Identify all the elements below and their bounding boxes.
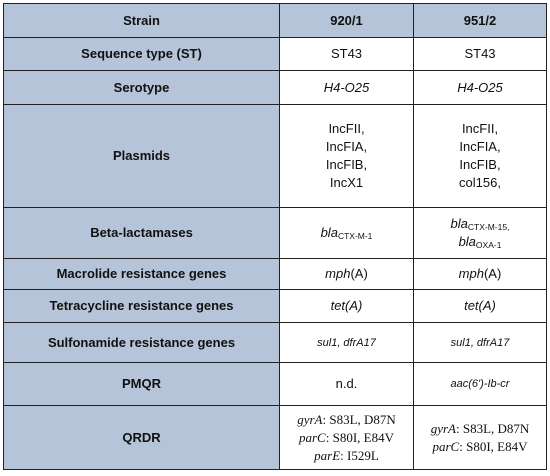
- qrdr-value-a: gyrA: S83L, D87N parC: S80I, E84V parE: …: [279, 405, 414, 470]
- table-row: QRDR gyrA: S83L, D87N parC: S80I, E84V p…: [3, 405, 547, 470]
- gene-subscript: CTX-M-15,: [467, 222, 510, 232]
- gene-name: parC: [299, 429, 326, 445]
- table-row: Macrolide resistance genes mph(A) mph(A): [3, 258, 547, 290]
- gene-name: bla: [320, 225, 338, 240]
- sulfo-value-a: sul1, dfrA17: [279, 322, 414, 363]
- st-value-b: ST43: [413, 37, 547, 71]
- table-row: PMQR n.d. aac(6')-Ib-cr: [3, 362, 547, 406]
- row-label-tetracycline: Tetracycline resistance genes: [3, 289, 280, 323]
- gene-name: parE: [314, 447, 341, 463]
- gene-name: bla: [450, 216, 468, 231]
- gene-name: mph: [325, 266, 351, 281]
- mutation-list: : I529L: [340, 447, 379, 463]
- gene-name: gyrA: [297, 411, 323, 427]
- row-label-pmqr: PMQR: [3, 362, 280, 406]
- header-strain: Strain: [3, 3, 280, 38]
- st-value-a: ST43: [279, 37, 414, 71]
- header-row: Strain 920/1 951/2: [3, 3, 547, 38]
- row-label-macrolide: Macrolide resistance genes: [3, 258, 280, 290]
- row-label-serotype: Serotype: [3, 70, 280, 105]
- gene-name: parC: [432, 438, 460, 454]
- sulfo-value-b: sul1, dfrA17: [413, 322, 547, 363]
- row-label-plasmids: Plasmids: [3, 104, 280, 208]
- header-strain-920-1: 920/1: [279, 3, 414, 38]
- gene-name: gyrA: [430, 420, 456, 436]
- gene-name: mph: [458, 266, 484, 281]
- mutation-list: : S83L, D87N: [322, 411, 396, 427]
- mutation-list: : S83L, D87N: [455, 420, 530, 436]
- beta-value-a: blaCTX-M-1: [279, 207, 414, 259]
- gene-subscript: OXA-1: [475, 240, 502, 250]
- table-row: Serotype H4-O25 H4-O25: [3, 70, 547, 105]
- pmqr-value-b: aac(6')-Ib-cr: [413, 362, 547, 406]
- plasmid-item: IncFII,: [328, 121, 365, 136]
- pmqr-value-a: n.d.: [279, 362, 414, 406]
- tetra-value-b: tet(A): [413, 289, 547, 323]
- row-label-qrdr: QRDR: [3, 405, 280, 470]
- table-row: Sequence type (ST) ST43 ST43: [3, 37, 547, 71]
- plasmid-item: IncFIA,: [459, 139, 501, 154]
- plasmid-item: IncFIB,: [325, 157, 368, 172]
- plasmid-item: IncFIB,: [459, 157, 501, 172]
- plasmid-item: IncFIA,: [325, 139, 368, 154]
- row-label-st: Sequence type (ST): [3, 37, 280, 71]
- row-label-beta-lactamases: Beta-lactamases: [3, 207, 280, 259]
- plasmids-value-a: IncFII, IncFIA, IncFIB, IncX1: [279, 104, 414, 208]
- strain-table: Strain 920/1 951/2 Sequence type (ST) ST…: [3, 3, 547, 470]
- mutation-list: : S80I, E84V: [325, 429, 394, 445]
- gene-name: bla: [458, 234, 476, 249]
- plasmid-item: IncFII,: [461, 121, 499, 136]
- beta-value-b: blaCTX-M-15, blaOXA-1: [413, 207, 547, 259]
- tetra-value-a: tet(A): [279, 289, 414, 323]
- row-label-sulfonamide: Sulfonamide resistance genes: [3, 322, 280, 363]
- table-row: Sulfonamide resistance genes sul1, dfrA1…: [3, 322, 547, 363]
- plasmids-value-b: IncFII, IncFIA, IncFIB, col156,: [413, 104, 547, 208]
- serotype-value-a: H4-O25: [279, 70, 414, 105]
- table-row: Plasmids IncFII, IncFIA, IncFIB, IncX1 I…: [3, 104, 547, 208]
- table-row: Beta-lactamases blaCTX-M-1 blaCTX-M-15, …: [3, 207, 547, 259]
- qrdr-value-b: gyrA: S83L, D87N parC: S80I, E84V: [413, 405, 547, 470]
- table-row: Tetracycline resistance genes tet(A) tet…: [3, 289, 547, 323]
- mutation-list: : S80I, E84V: [459, 438, 528, 454]
- serotype-value-b: H4-O25: [413, 70, 547, 105]
- gene-subscript: CTX-M-1: [337, 231, 373, 241]
- plasmid-item: col156,: [459, 175, 501, 190]
- macrolide-value-a: mph(A): [279, 258, 414, 290]
- header-strain-951-2: 951/2: [413, 3, 547, 38]
- macrolide-value-b: mph(A): [413, 258, 547, 290]
- plasmid-item: IncX1: [329, 175, 364, 190]
